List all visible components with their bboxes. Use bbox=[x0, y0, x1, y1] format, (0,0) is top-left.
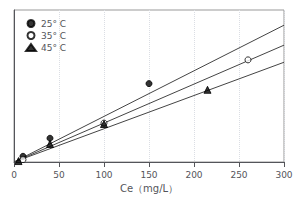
svg-text:25° C: 25° C bbox=[41, 19, 66, 29]
svg-text:Ce（mg/L）: Ce（mg/L） bbox=[120, 183, 178, 194]
svg-text:100: 100 bbox=[95, 170, 112, 180]
svg-text:150: 150 bbox=[140, 170, 157, 180]
svg-text:200: 200 bbox=[185, 170, 202, 180]
svg-text:250: 250 bbox=[230, 170, 247, 180]
svg-text:300: 300 bbox=[275, 170, 292, 180]
svg-text:0: 0 bbox=[11, 170, 17, 180]
svg-text:50: 50 bbox=[53, 170, 65, 180]
svg-text:45° C: 45° C bbox=[41, 43, 66, 53]
svg-text:35° C: 35° C bbox=[41, 31, 66, 41]
